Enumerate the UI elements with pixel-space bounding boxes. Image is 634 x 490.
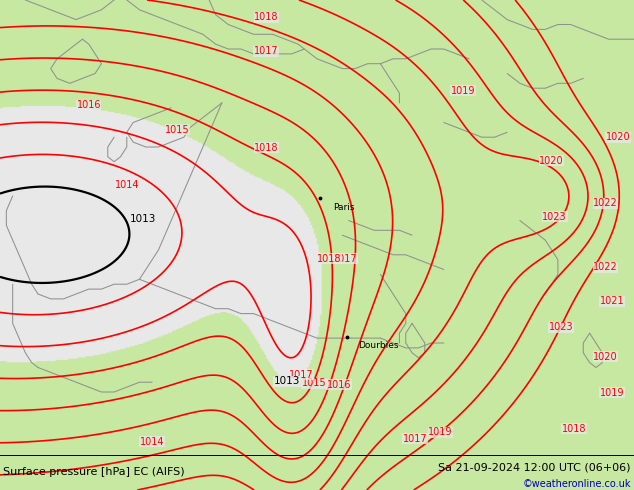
Text: 1014: 1014 xyxy=(115,180,139,190)
Text: 1021: 1021 xyxy=(600,296,624,306)
Text: 1022: 1022 xyxy=(593,262,618,272)
Text: Surface pressure [hPa] EC (AIFS): Surface pressure [hPa] EC (AIFS) xyxy=(3,467,184,477)
Text: 1019: 1019 xyxy=(451,86,475,96)
Text: Sa 21-09-2024 12:00 UTC (06+06): Sa 21-09-2024 12:00 UTC (06+06) xyxy=(438,462,631,472)
Text: 1017: 1017 xyxy=(403,434,427,443)
Text: 1018: 1018 xyxy=(562,424,586,434)
Text: 1022: 1022 xyxy=(593,198,618,208)
Text: Dourbies: Dourbies xyxy=(358,341,399,349)
Text: 1013: 1013 xyxy=(129,214,156,224)
Text: 1015: 1015 xyxy=(302,378,326,388)
Text: Paris: Paris xyxy=(333,203,354,212)
Text: 1014: 1014 xyxy=(140,437,164,447)
Text: ©weatheronline.co.uk: ©weatheronline.co.uk xyxy=(522,479,631,489)
Text: 1018: 1018 xyxy=(318,254,342,264)
Text: 1016: 1016 xyxy=(327,380,351,390)
Text: 1023: 1023 xyxy=(549,322,573,332)
Text: 1015: 1015 xyxy=(165,125,190,135)
Text: 1020: 1020 xyxy=(540,156,564,166)
Text: 1019: 1019 xyxy=(429,427,453,437)
Text: 1017: 1017 xyxy=(254,47,278,56)
Text: 1018: 1018 xyxy=(254,12,278,22)
Text: 1017: 1017 xyxy=(333,254,358,264)
Text: 1019: 1019 xyxy=(600,388,624,398)
Text: 1013: 1013 xyxy=(274,376,301,386)
Text: 1016: 1016 xyxy=(77,100,101,110)
Text: 1017: 1017 xyxy=(289,370,313,380)
Text: 1023: 1023 xyxy=(543,212,567,221)
Text: 1020: 1020 xyxy=(606,132,630,142)
Text: 1018: 1018 xyxy=(254,143,278,153)
Text: 1020: 1020 xyxy=(593,352,618,362)
